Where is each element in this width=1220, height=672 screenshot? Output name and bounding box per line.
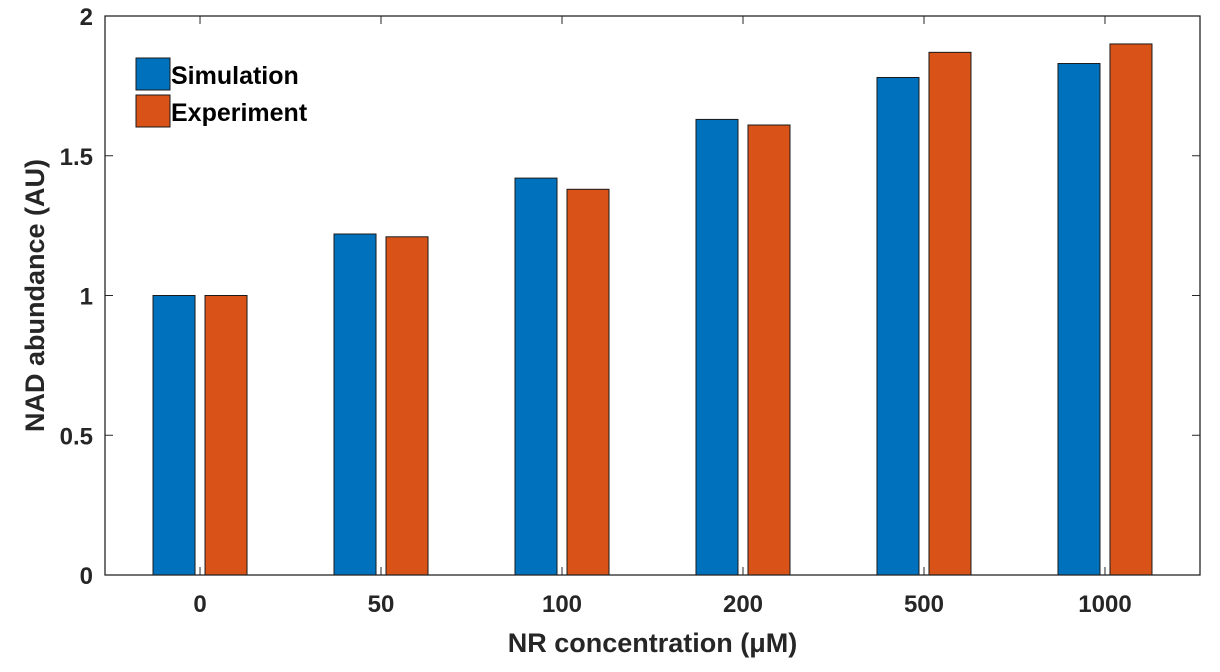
bar-simulation-200 xyxy=(695,118,739,576)
x-tick-label: 500 xyxy=(904,591,944,618)
y-tick-label: 0.5 xyxy=(60,423,93,450)
legend-label-experiment: Experiment xyxy=(171,99,308,127)
axes-layer xyxy=(104,15,1201,576)
x-tick-label: 100 xyxy=(542,591,582,618)
y-tick-label: 1 xyxy=(80,284,93,311)
x-axis-ticks: 0 50 100 200 500 1000 xyxy=(193,591,1131,618)
x-tick-label: 200 xyxy=(723,591,763,618)
bar-experiment-200 xyxy=(747,124,791,576)
bar-simulation-500 xyxy=(876,76,920,576)
y-axis-ticks: 0 0.5 1 1.5 2 xyxy=(60,4,93,590)
bar-experiment-50 xyxy=(385,236,429,576)
x-tick-label: 1000 xyxy=(1078,591,1131,618)
x-axis-title: NR concentration (μM) xyxy=(508,628,798,658)
bar-experiment-500 xyxy=(928,51,972,576)
bars-layer xyxy=(152,43,1153,576)
legend-label-simulation: Simulation xyxy=(171,62,299,90)
bar-experiment-100 xyxy=(566,188,610,576)
legend-swatch-experiment xyxy=(135,94,171,128)
bar-simulation-1000 xyxy=(1057,63,1101,576)
bar-experiment-0 xyxy=(204,295,248,576)
x-tick-label: 50 xyxy=(368,591,395,618)
y-axis-title: NAD abundance (AU) xyxy=(20,159,50,432)
legend-swatch-simulation xyxy=(135,57,171,91)
bar-experiment-1000 xyxy=(1109,43,1153,576)
bar-simulation-50 xyxy=(333,233,377,576)
y-tick-label: 0 xyxy=(80,563,93,590)
y-tick-label: 1.5 xyxy=(60,144,93,171)
bar-simulation-0 xyxy=(152,295,196,576)
bar-simulation-100 xyxy=(514,177,558,576)
y-tick-label: 2 xyxy=(80,4,93,31)
x-tick-label: 0 xyxy=(193,591,206,618)
legend: Simulation Experiment xyxy=(135,57,308,128)
